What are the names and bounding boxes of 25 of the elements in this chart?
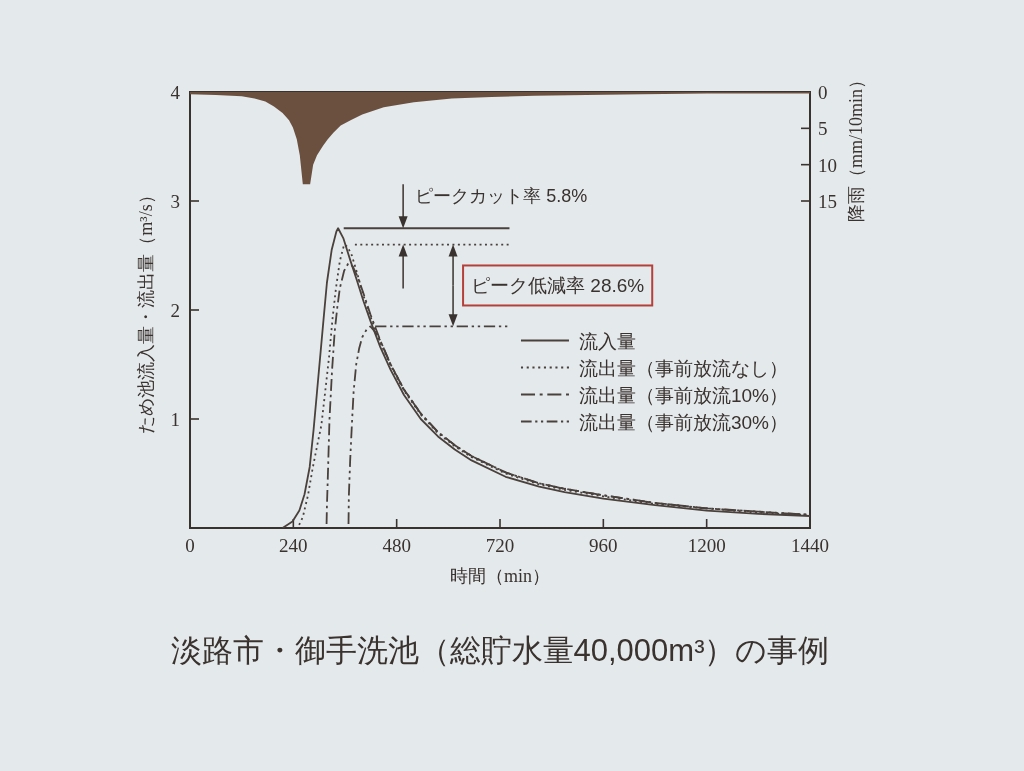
y-tick-label: 3 (170, 191, 180, 212)
y2-tick-label: 10 (818, 154, 837, 176)
x-tick-label: 960 (589, 535, 618, 556)
y2-axis-title: 降雨（mm/10min） (846, 70, 866, 223)
caption: 淡路市・御手洗池（総貯水量40,000m³）の事例 (170, 633, 830, 668)
y2-tick-label: 0 (818, 82, 828, 103)
x-axis-title: 時間（min） (449, 566, 551, 586)
legend-label: 流出量（事前放流なし） (578, 357, 788, 379)
x-tick-label: 240 (279, 535, 308, 556)
y2-tick-label: 15 (818, 191, 837, 212)
x-tick-label: 1200 (687, 535, 726, 556)
legend-label: 流出量（事前放流10%） (578, 384, 788, 406)
y-tick-label: 1 (170, 409, 180, 430)
y-tick-label: 4 (170, 82, 181, 103)
x-tick-label: 0 (185, 535, 195, 556)
legend-label: 流入量 (578, 330, 636, 352)
x-tick-label: 720 (485, 535, 515, 556)
y-axis-title: ため池流入量・流出量（m³/s） (136, 186, 156, 434)
y2-tick-label: 5 (818, 118, 828, 140)
annotation: ピーク低減率 28.6% (471, 275, 645, 297)
x-tick-label: 1440 (791, 535, 829, 556)
y-tick-label: 2 (170, 300, 180, 321)
legend-label: 流出量（事前放流30%） (578, 411, 788, 433)
x-tick-label: 480 (382, 535, 411, 556)
annotation: ピークカット率 5.8% (415, 186, 588, 207)
